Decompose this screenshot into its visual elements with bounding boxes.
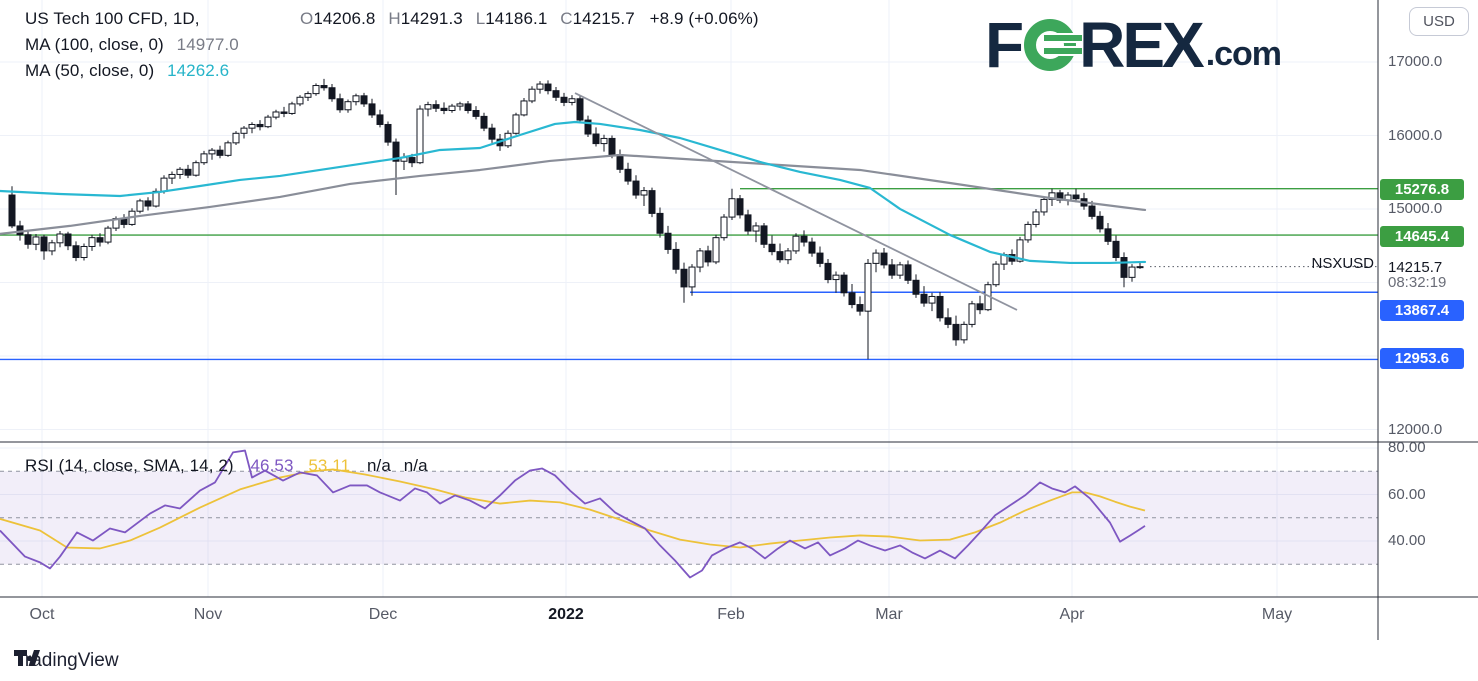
rsi-tick-label: 80.00 <box>1388 439 1426 456</box>
price-level-badge: 15276.8 <box>1380 178 1464 200</box>
forex-logo-letters-rex: REX <box>1079 9 1205 81</box>
rsi-signal-value: 53.11 <box>308 456 351 475</box>
last-price-label: 14215.7 <box>1388 259 1443 276</box>
rsi-label: RSI (14, close, SMA, 14, 2) <box>25 456 234 475</box>
low-value: 14186.1 <box>485 9 548 28</box>
forex-o-bar-top <box>1044 33 1083 43</box>
tradingview-wordmark: TradingView <box>14 650 119 671</box>
time-axis-label: Oct <box>29 606 55 623</box>
time-axis-label: May <box>1261 606 1293 623</box>
rsi-legend-row[interactable]: RSI (14, close, SMA, 14, 2) 46.53 53.11 … <box>25 456 428 476</box>
chart-title: US Tech 100 CFD, 1D, <box>25 9 200 28</box>
price-tick-label: 17000.0 <box>1388 53 1443 70</box>
ma100-label: MA (100, close, 0) <box>25 35 164 54</box>
forex-com-logo: F REX .com <box>985 9 1282 81</box>
forex-logo-dot-com: .com <box>1205 34 1282 73</box>
time-axis-label: Dec <box>368 606 398 623</box>
time-axis-label: 2022 <box>548 606 584 623</box>
symbol-legend-row[interactable]: US Tech 100 CFD, 1D, <box>25 9 200 29</box>
ma50-value: 14262.6 <box>167 61 230 80</box>
ma50-label: MA (50, close, 0) <box>25 61 155 80</box>
rsi-tick-label: 40.00 <box>1388 532 1426 549</box>
open-value: 14206.8 <box>313 9 376 28</box>
open-label: O <box>300 9 314 28</box>
rsi-na-1: n/a <box>366 456 391 475</box>
price-level-badge: 12953.6 <box>1380 347 1464 369</box>
forex-logo-letter-f: F <box>985 9 1024 81</box>
ma100-legend-row[interactable]: MA (100, close, 0) 14977.0 <box>25 35 239 55</box>
forex-logo-o-icon <box>1024 19 1083 71</box>
tradingview-logo[interactable]: TradingView <box>14 650 119 672</box>
time-axis-label: Apr <box>1059 606 1085 623</box>
forex-o-ring <box>1024 19 1077 71</box>
currency-usd-button[interactable]: USD <box>1409 7 1469 36</box>
bar-countdown-label: 08:32:19 <box>1388 274 1447 291</box>
low-label: L <box>475 9 486 28</box>
ma50-legend-row[interactable]: MA (50, close, 0) 14262.6 <box>25 61 229 81</box>
high-value: 14291.3 <box>400 9 463 28</box>
tradingview-icon <box>14 650 40 666</box>
rsi-na-2: n/a <box>403 456 428 475</box>
price-tick-label: 12000.0 <box>1388 420 1443 438</box>
symbol-watermark-label: NSXUSD <box>1311 255 1374 272</box>
high-label: H <box>388 9 401 28</box>
price-level-badge: 13867.4 <box>1380 299 1464 321</box>
close-value: 14215.7 <box>572 9 635 28</box>
time-axis-label: Mar <box>875 606 903 623</box>
rsi-tick-label: 60.00 <box>1388 485 1426 503</box>
rsi-value: 46.53 <box>250 456 294 475</box>
ma100-value: 14977.0 <box>176 35 239 54</box>
time-axis-label: Feb <box>717 606 745 623</box>
ohlc-readout: O14206.8 H14291.3 L14186.1 C14215.7 +8.9… <box>300 9 759 29</box>
change-value: +8.9 (+0.06%) <box>649 9 759 28</box>
price-tick-label: 16000.0 <box>1388 126 1443 144</box>
close-label: C <box>560 9 573 28</box>
price-level-badge: 14645.4 <box>1380 225 1464 247</box>
price-tick-label: 15000.0 <box>1388 200 1443 217</box>
forex-o-bar-bottom <box>1044 46 1083 56</box>
time-axis-label: Nov <box>193 606 223 623</box>
